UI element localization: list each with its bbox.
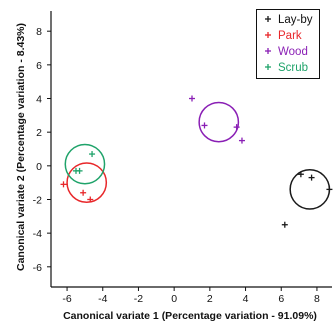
x-tick-label: -2 [134,293,143,305]
data-point [60,181,67,188]
y-tick-label: -6 [33,262,42,274]
x-tick-label: -4 [98,293,107,305]
legend-label: Lay-by [278,14,313,26]
data-point [308,174,315,181]
legend-marker [265,16,271,22]
plot-area: -6 -4 -2 0 2 4 6 8 -6 -4 -2 0 2 4 6 8 [33,11,333,305]
x-axis-title: Canonical variate 1 (Percentage variatio… [63,310,317,322]
legend-item: Park [265,30,302,42]
legend-item: Lay-by [265,14,313,26]
y-tick-label: 4 [36,94,42,106]
y-tick-label: 6 [36,60,42,72]
y-tick-label: 0 [36,161,42,173]
group-circle-park [66,162,108,204]
legend-label: Scrub [278,62,308,74]
y-axis-title: Canonical variate 2 (Percentage variatio… [15,23,27,271]
group-circle-scrub [64,143,106,185]
legend-items: Lay-by Park Wood Scrub [265,14,313,74]
data-point [326,186,333,193]
data-point [87,196,94,203]
legend-item: Wood [265,46,308,58]
legend: Lay-by Park Wood Scrub [256,9,320,79]
data-points [60,95,333,228]
legend-label: Park [278,30,302,42]
data-point [89,151,96,158]
data-point [238,137,245,144]
data-point [297,171,304,178]
data-point [281,221,288,228]
x-tick-label: 8 [314,293,320,305]
y-tick-label: 8 [36,26,42,38]
group-circle-lay-by [289,169,331,210]
group-circle-wood [198,101,240,143]
x-tick-label: -6 [62,293,71,305]
data-point [80,189,87,196]
x-tick-label: 4 [243,293,249,305]
data-point [201,122,208,129]
x-tick-label: 0 [171,293,177,305]
legend-marker [265,48,271,54]
data-point [189,95,195,102]
group-circles [64,101,331,210]
y-axis-ticks: -6 -4 -2 0 2 4 6 8 [33,26,51,274]
y-tick-label: -4 [33,228,42,240]
x-axis-ticks: -6 -4 -2 0 2 4 6 8 [62,287,320,305]
y-tick-label: 2 [36,127,42,139]
legend-marker [265,32,271,38]
legend-item: Scrub [265,62,308,74]
x-tick-label: 6 [278,293,284,305]
data-point [72,167,79,174]
legend-label: Wood [278,46,308,58]
data-point [233,124,240,131]
y-tick-label: -2 [33,194,42,206]
legend-marker [265,64,271,70]
x-tick-label: 2 [207,293,213,305]
